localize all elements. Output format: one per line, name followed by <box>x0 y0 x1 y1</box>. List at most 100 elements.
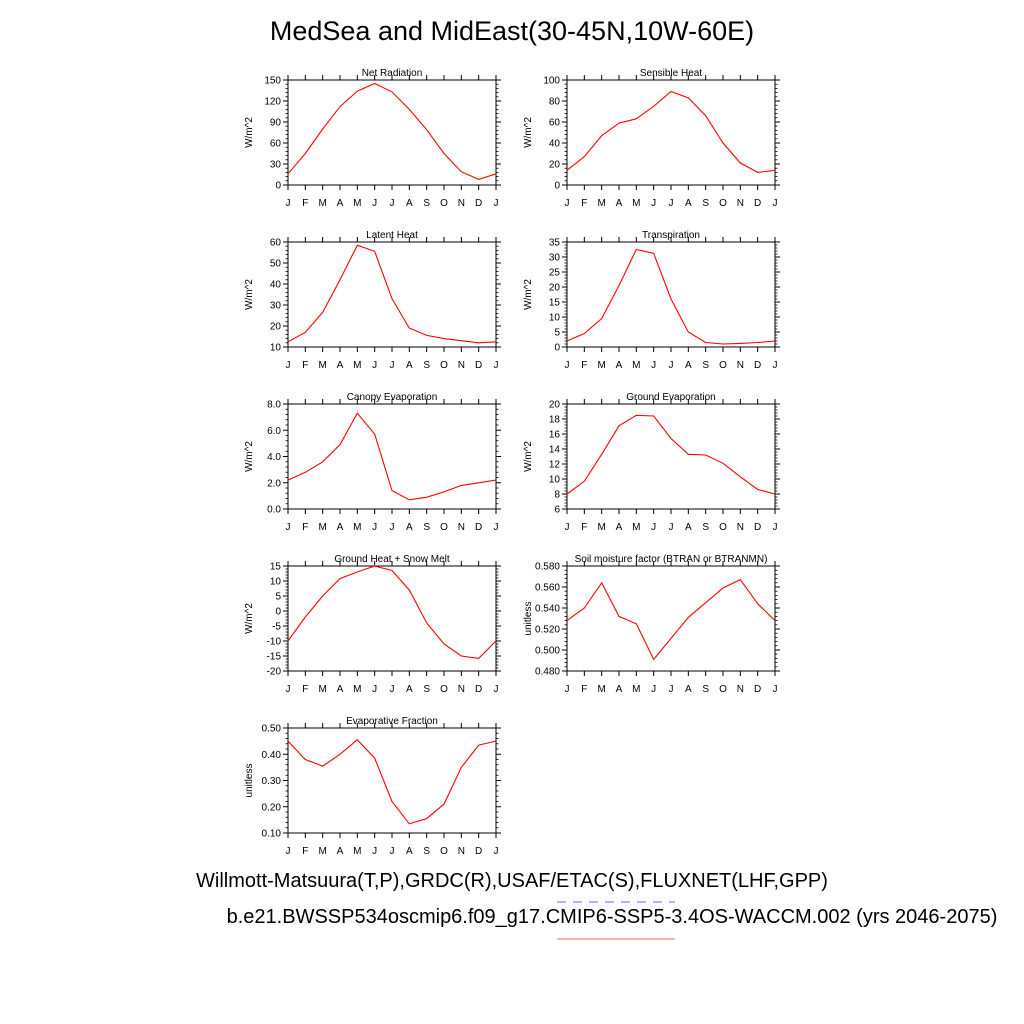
x-tick-label: S <box>423 684 430 695</box>
x-tick-label: A <box>406 360 413 371</box>
x-tick-label: J <box>372 522 377 533</box>
x-tick-label: D <box>475 846 482 857</box>
y-tick-label: 100 <box>543 76 560 87</box>
y-tick-label: 0.480 <box>535 667 560 678</box>
y-tick-label: 14 <box>549 445 561 456</box>
x-tick-label: J <box>372 846 377 857</box>
x-tick-label: A <box>685 522 692 533</box>
y-tick-label: 0.50 <box>262 724 282 735</box>
model-series-line <box>566 578 776 661</box>
y-tick-label: 10 <box>549 475 561 486</box>
y-tick-label: 25 <box>549 268 561 279</box>
y-tick-label: 6 <box>554 505 560 516</box>
y-tick-label: 0 <box>554 181 560 192</box>
panel-title: Ground Evaporation <box>626 392 716 403</box>
x-tick-label: J <box>390 846 395 857</box>
x-tick-label: M <box>597 360 605 371</box>
y-tick-label: 8.0 <box>267 400 281 411</box>
x-tick-label: J <box>651 360 656 371</box>
plot-frame <box>287 727 497 834</box>
y-tick-label: 20 <box>549 283 561 294</box>
x-tick-label: J <box>669 360 674 371</box>
x-tick-label: N <box>737 684 744 695</box>
x-tick-label: O <box>719 684 727 695</box>
x-tick-label: J <box>651 522 656 533</box>
x-tick-label: J <box>669 198 674 209</box>
x-tick-label: M <box>353 846 361 857</box>
y-tick-label: 0.520 <box>535 625 560 636</box>
y-tick-label: 20 <box>549 160 561 171</box>
observation-sources-label: Willmott-Matsuura(T,P),GRDC(R),USAF/ETAC… <box>196 870 828 892</box>
x-tick-label: N <box>737 522 744 533</box>
y-tick-label: -5 <box>272 622 281 633</box>
y-tick-label: 12 <box>549 460 561 471</box>
panel-title: Transpiration <box>642 230 700 241</box>
x-tick-label: M <box>597 522 605 533</box>
x-tick-label: M <box>632 198 640 209</box>
y-tick-label: 18 <box>549 415 561 426</box>
x-tick-label: J <box>773 684 778 695</box>
y-tick-label: 0.30 <box>262 776 282 787</box>
x-tick-label: F <box>302 360 308 371</box>
x-tick-label: M <box>318 522 326 533</box>
y-axis-label: W/m^2 <box>244 117 255 148</box>
y-tick-label: 90 <box>270 118 282 129</box>
x-tick-label: J <box>372 198 377 209</box>
x-tick-label: J <box>494 198 499 209</box>
y-tick-label: 15 <box>549 298 561 309</box>
x-tick-label: M <box>597 198 605 209</box>
y-tick-label: 0.20 <box>262 802 282 813</box>
x-tick-label: A <box>616 198 623 209</box>
y-axis-label: W/m^2 <box>523 279 534 310</box>
x-tick-label: O <box>719 198 727 209</box>
y-tick-label: 60 <box>270 238 282 249</box>
y-axis-label: unitless <box>244 764 255 798</box>
y-tick-label: 60 <box>549 118 561 129</box>
plot-frame <box>566 403 776 510</box>
y-tick-label: 40 <box>270 280 282 291</box>
x-tick-label: D <box>754 198 761 209</box>
x-tick-label: J <box>494 522 499 533</box>
x-tick-label: D <box>475 198 482 209</box>
model-series-line <box>566 248 776 345</box>
x-tick-label: A <box>616 522 623 533</box>
y-tick-label: 10 <box>549 313 561 324</box>
x-tick-label: F <box>302 522 308 533</box>
x-tick-label: O <box>440 360 448 371</box>
x-tick-label: M <box>318 198 326 209</box>
x-tick-label: F <box>581 684 587 695</box>
x-tick-label: A <box>337 198 344 209</box>
y-tick-label: 0.500 <box>535 646 560 657</box>
plot-frame <box>566 79 776 186</box>
x-tick-label: A <box>337 846 344 857</box>
x-tick-label: O <box>440 198 448 209</box>
y-tick-label: 150 <box>264 76 281 87</box>
model-series-line <box>287 82 497 180</box>
x-tick-label: S <box>423 198 430 209</box>
x-tick-label: J <box>286 360 291 371</box>
y-tick-label: 0 <box>275 181 281 192</box>
x-tick-label: J <box>651 684 656 695</box>
x-tick-label: J <box>565 360 570 371</box>
x-tick-label: M <box>632 684 640 695</box>
y-tick-label: 30 <box>549 253 561 264</box>
x-tick-label: F <box>581 522 587 533</box>
x-tick-label: D <box>754 522 761 533</box>
x-tick-label: A <box>406 684 413 695</box>
plot-frame <box>566 241 776 348</box>
y-tick-label: 5 <box>554 328 560 339</box>
y-tick-label: -10 <box>267 637 282 648</box>
x-tick-label: F <box>581 360 587 371</box>
x-tick-label: J <box>286 198 291 209</box>
x-tick-label: A <box>337 684 344 695</box>
y-tick-label: 0.540 <box>535 604 560 615</box>
x-tick-label: J <box>565 198 570 209</box>
x-tick-label: S <box>423 846 430 857</box>
model-series-line <box>287 244 497 344</box>
panel-7: Ground Heat + Snow Melt W/m^2 -20 -15 -10 -5 0… <box>244 554 501 695</box>
x-tick-label: J <box>494 360 499 371</box>
